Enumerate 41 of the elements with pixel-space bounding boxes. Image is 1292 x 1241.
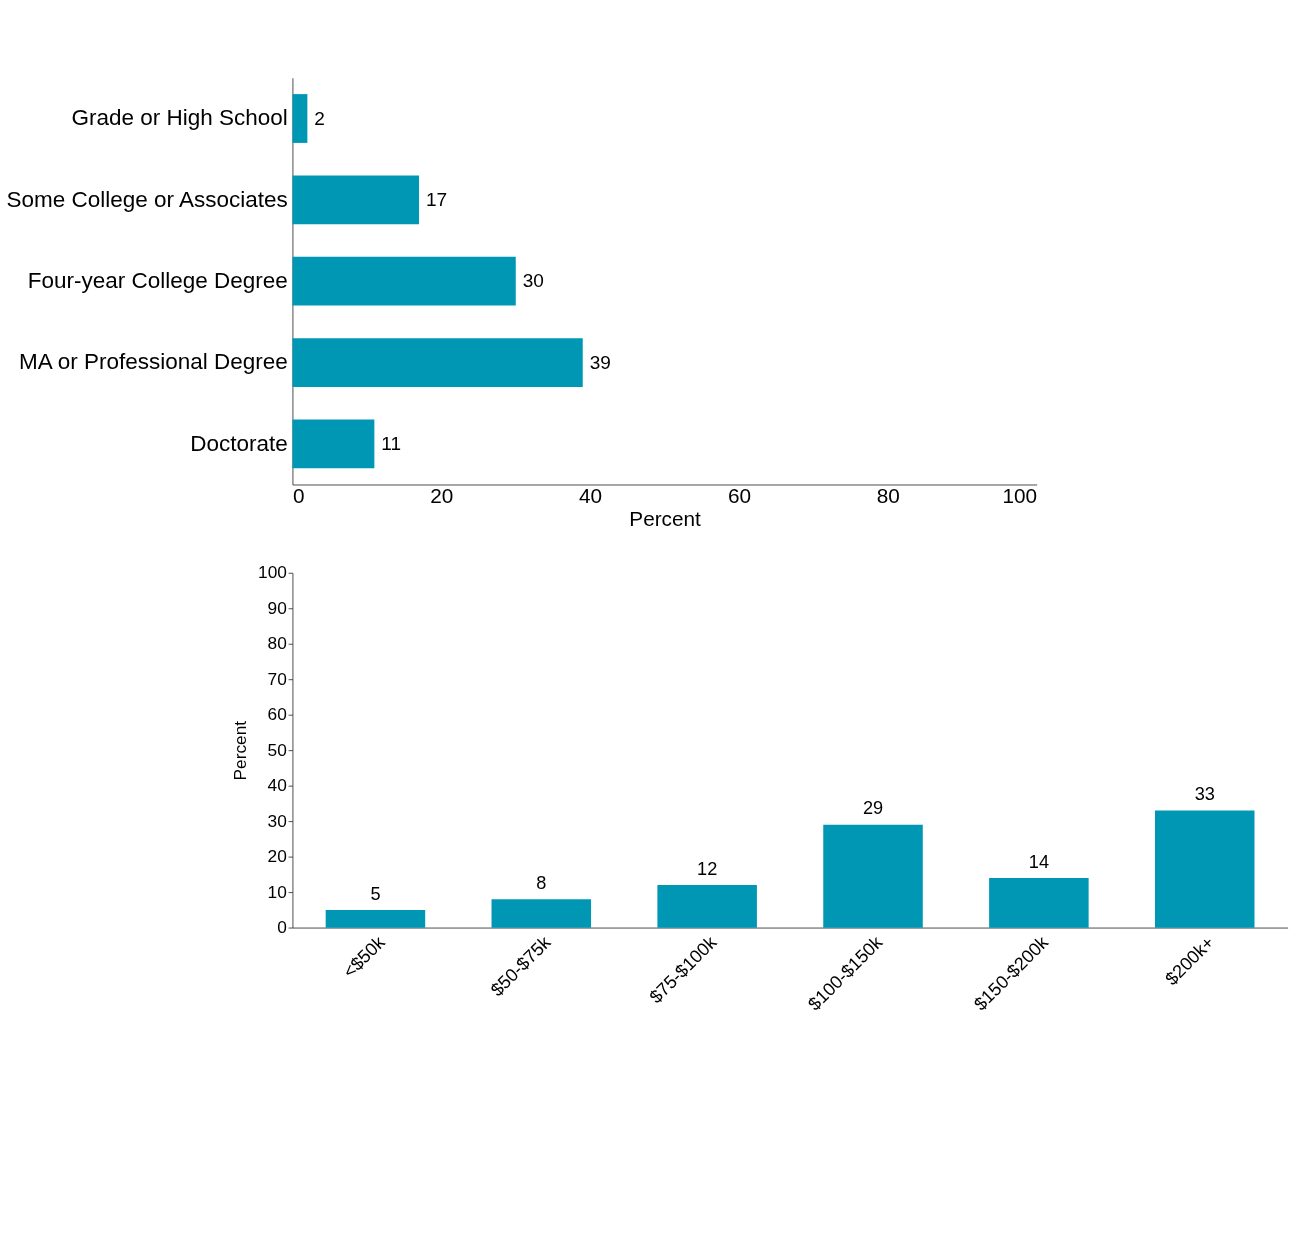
y-tick-label: 70 — [267, 668, 287, 689]
data-label: 17 — [425, 188, 448, 210]
x-tick-label: 0 — [292, 484, 305, 508]
data-label: 30 — [522, 270, 544, 292]
data-label: 8 — [536, 872, 547, 893]
y-tick-label: 10 — [267, 881, 287, 902]
bar — [1154, 810, 1255, 928]
y-tick-label: 60 — [267, 704, 287, 725]
bar — [823, 824, 923, 928]
x-axis-title: Percent — [629, 506, 702, 530]
data-label: 5 — [370, 883, 381, 904]
x-tick-label: 80 — [876, 484, 900, 508]
bar — [325, 909, 426, 928]
y-tick-label: Doctorate — [190, 430, 288, 456]
bar — [657, 885, 757, 928]
x-tick-label: 60 — [727, 484, 752, 508]
bar — [491, 899, 592, 928]
x-tick-label: 100 — [1002, 484, 1038, 508]
y-tick-label: 90 — [267, 597, 287, 618]
y-axis-title: Percent — [229, 720, 250, 781]
y-tick-label: 0 — [277, 917, 287, 938]
x-tick-label: 20 — [430, 484, 454, 508]
y-tick-label: 50 — [267, 739, 287, 760]
data-label: 33 — [1194, 784, 1215, 805]
data-label: 11 — [381, 432, 402, 454]
y-tick-label: 80 — [267, 633, 287, 654]
bar — [989, 877, 1089, 928]
y-tick-label: 40 — [267, 775, 287, 796]
x-tick-label: 40 — [579, 484, 603, 508]
y-tick-label: 20 — [267, 846, 287, 867]
data-label: 39 — [589, 351, 611, 373]
data-label: 29 — [862, 798, 884, 819]
y-tick-label: MA or Professional Degree — [19, 349, 288, 375]
data-label: 12 — [697, 858, 718, 879]
y-tick-label: Four-year College Degree — [27, 268, 288, 294]
data-label: 14 — [1028, 851, 1049, 872]
y-tick-label: Grade or High School — [71, 105, 288, 131]
y-tick-label: 30 — [267, 810, 287, 831]
y-tick-label: Some College or Associates — [6, 186, 288, 212]
data-label: 2 — [314, 107, 325, 129]
y-tick-label: 100 — [258, 562, 287, 583]
